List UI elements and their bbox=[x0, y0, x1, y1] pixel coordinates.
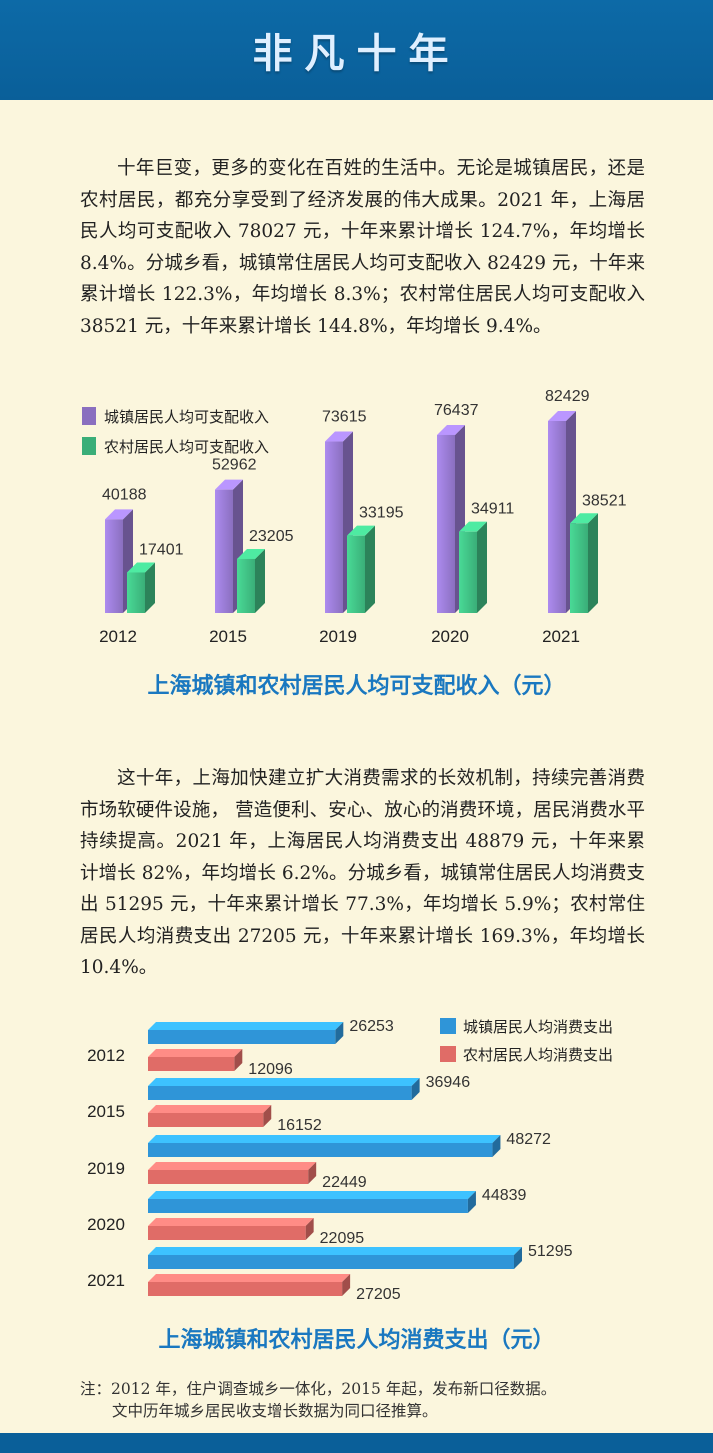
rural-spending-label-2012: 12096 bbox=[248, 1061, 293, 1078]
spending-year-label-2012: 2012 bbox=[87, 1046, 125, 1065]
income-bar-chart: 40188 17401 2012 52962 23205 2015 73615 33195 20… bbox=[82, 388, 627, 646]
rural-income-bar-2021 bbox=[570, 513, 598, 613]
urban-spending-label-2012: 26253 bbox=[349, 1018, 394, 1035]
spending-legend-label-2: 农村居民人均消费支出 bbox=[463, 1047, 613, 1064]
urban-income-label-2021: 82429 bbox=[545, 388, 590, 405]
income-legend-label-1: 城镇居民人均可支配收入 bbox=[104, 409, 269, 426]
rural-spending-label-2021: 27205 bbox=[356, 1286, 401, 1303]
rural-income-label-2015: 23205 bbox=[249, 528, 294, 545]
urban-income-bar-2012 bbox=[105, 509, 133, 613]
urban-spending-label-2015: 36946 bbox=[426, 1074, 471, 1091]
rural-income-bar-2012 bbox=[127, 562, 155, 613]
urban-spending-bar-2021 bbox=[148, 1247, 522, 1269]
rural-spending-bar-2021 bbox=[148, 1274, 351, 1296]
rural-spending-bar-2020 bbox=[148, 1218, 314, 1240]
income-paragraph: 十年巨变，更多的变化在百姓的生活中。无论是城镇居民，还是农村居民，都充分享受到了… bbox=[80, 158, 645, 337]
spending-year-label-2021: 2021 bbox=[87, 1271, 125, 1290]
urban-spending-bar-2019 bbox=[148, 1135, 501, 1157]
urban-spending-bar-2012 bbox=[148, 1022, 344, 1044]
income-chart-title: 上海城镇和农村居民人均可支配收入（元） bbox=[147, 674, 566, 699]
consumption-chart-title: 上海城镇和农村居民人均消费支出（元） bbox=[158, 1328, 555, 1353]
urban-spending-bar-2015 bbox=[148, 1078, 420, 1100]
rural-spending-bar-2019 bbox=[148, 1162, 317, 1184]
urban-spending-label-2019: 48272 bbox=[506, 1131, 551, 1148]
spending-year-label-2019: 2019 bbox=[87, 1159, 125, 1178]
year-label-2020: 2020 bbox=[431, 627, 469, 646]
rural-spending-bar-2015 bbox=[148, 1105, 272, 1127]
footnote-line-2: 文中历年城乡居民收支增长数据为同口径推算。 bbox=[112, 1402, 438, 1420]
spending-legend-label-1: 城镇居民人均消费支出 bbox=[463, 1019, 613, 1036]
urban-spending-label-2020: 44839 bbox=[482, 1187, 527, 1204]
year-label-2021: 2021 bbox=[542, 627, 580, 646]
urban-income-label-2015: 52962 bbox=[212, 457, 257, 474]
urban-spending-label-2021: 51295 bbox=[528, 1243, 573, 1260]
header-banner: 非凡十年 bbox=[0, 0, 713, 100]
income-legend-swatch-2 bbox=[82, 437, 96, 455]
urban-income-label-2020: 76437 bbox=[434, 402, 479, 419]
page-title: 非凡十年 bbox=[252, 31, 461, 77]
urban-income-label-2019: 73615 bbox=[322, 409, 367, 426]
consumption-bar-chart: 26253 12096 2012 36946 16152 2015 48272 22449 20… bbox=[87, 1018, 613, 1303]
spending-year-label-2015: 2015 bbox=[87, 1102, 125, 1121]
spending-year-label-2020: 2020 bbox=[87, 1215, 125, 1234]
rural-income-label-2021: 38521 bbox=[582, 492, 627, 509]
urban-spending-bar-2020 bbox=[148, 1191, 476, 1213]
rural-spending-label-2020: 22095 bbox=[320, 1230, 365, 1247]
spending-legend-swatch-2 bbox=[440, 1046, 456, 1062]
rural-income-label-2020: 34911 bbox=[471, 501, 514, 518]
income-legend-label-2: 农村居民人均可支配收入 bbox=[104, 439, 269, 456]
year-label-2015: 2015 bbox=[209, 627, 247, 646]
rural-income-label-2019: 33195 bbox=[359, 505, 404, 522]
footer-bar bbox=[0, 1433, 713, 1453]
rural-income-bar-2020 bbox=[459, 521, 487, 613]
year-label-2012: 2012 bbox=[99, 627, 137, 646]
urban-income-label-2012: 40188 bbox=[102, 486, 147, 503]
year-label-2019: 2019 bbox=[319, 627, 357, 646]
income-legend-swatch-1 bbox=[82, 407, 96, 425]
rural-spending-label-2019: 22449 bbox=[322, 1174, 367, 1191]
spending-legend-swatch-1 bbox=[440, 1018, 456, 1034]
rural-spending-bar-2012 bbox=[148, 1049, 243, 1071]
footnote: 注：2012 年，住户调查城乡一体化，2015 年起，发布新口径数据。 文中历年… bbox=[80, 1378, 700, 1422]
consumption-paragraph: 这十年，上海加快建立扩大消费需求的长效机制，持续完善消费市场软硬件设施， 营造便… bbox=[80, 768, 645, 978]
footnote-line-1: 注：2012 年，住户调查城乡一体化，2015 年起，发布新口径数据。 bbox=[80, 1380, 557, 1398]
rural-spending-label-2015: 16152 bbox=[277, 1117, 322, 1134]
rural-income-bar-2019 bbox=[347, 525, 375, 613]
urban-income-bar-2020 bbox=[437, 424, 465, 613]
rural-income-label-2012: 17401 bbox=[139, 541, 184, 558]
rural-income-bar-2015 bbox=[237, 548, 265, 613]
